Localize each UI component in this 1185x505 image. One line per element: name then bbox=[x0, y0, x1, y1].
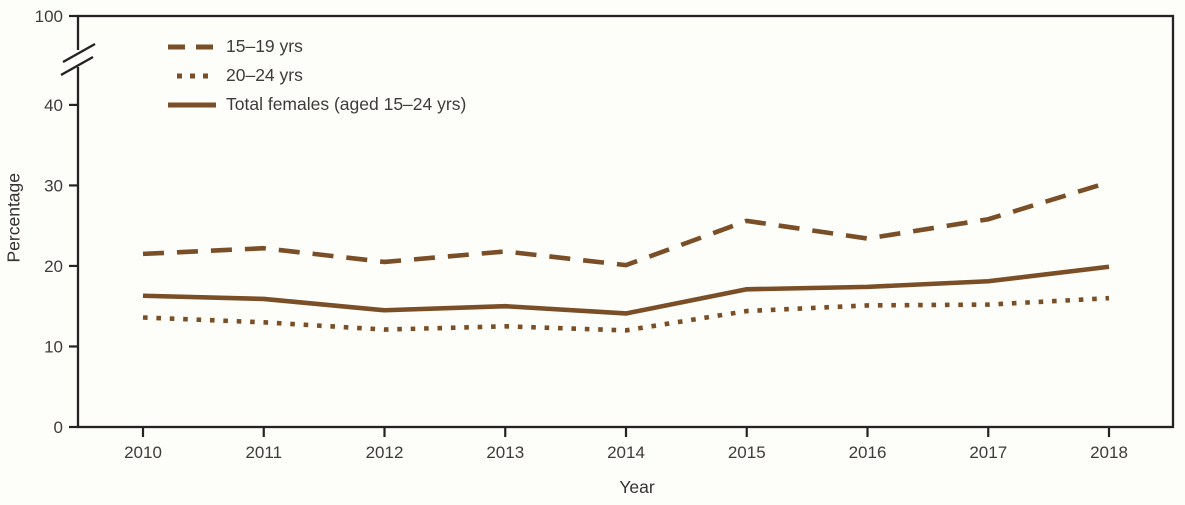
y-tick-label: 20 bbox=[44, 257, 63, 276]
series-line-dotted bbox=[142, 295, 1110, 333]
x-tick-label: 2016 bbox=[849, 443, 887, 462]
legend-label: Total females (aged 15–24 yrs) bbox=[226, 94, 467, 114]
y-tick-label: 40 bbox=[44, 96, 63, 115]
x-tick-label: 2014 bbox=[607, 443, 645, 462]
x-tick-label: 2010 bbox=[124, 443, 162, 462]
series-line-dashed bbox=[142, 180, 1110, 268]
x-tick-label: 2017 bbox=[969, 443, 1007, 462]
y-tick-label: 0 bbox=[54, 418, 63, 437]
legend-key-dashed-icon bbox=[168, 44, 216, 49]
y-axis-title: Percentage bbox=[3, 172, 24, 263]
legend-key-solid-icon bbox=[168, 102, 216, 107]
legend-item: 15–19 yrs bbox=[167, 32, 466, 61]
y-tick-label: 30 bbox=[44, 176, 63, 195]
x-tick-label: 2013 bbox=[486, 443, 524, 462]
y-tick-label-top: 100 bbox=[35, 7, 63, 26]
legend-label: 15–19 yrs bbox=[226, 36, 303, 56]
axis-break-slash bbox=[60, 55, 94, 77]
x-tick-label: 2011 bbox=[245, 443, 282, 462]
legend-item: 20–24 yrs bbox=[167, 61, 466, 90]
x-tick-label: 2018 bbox=[1090, 443, 1128, 462]
series-line-solid bbox=[142, 264, 1110, 316]
legend-key-dotted-icon bbox=[177, 73, 215, 78]
y-tick-label: 10 bbox=[44, 337, 63, 356]
x-tick-label: 2015 bbox=[728, 443, 766, 462]
axis-break-slash bbox=[62, 42, 96, 64]
axis-break-gap bbox=[73, 50, 83, 67]
legend: 15–19 yrs 20–24 yrs Total females (aged 15… bbox=[167, 32, 466, 119]
legend-label: 20–24 yrs bbox=[226, 65, 303, 85]
legend-item: Total females (aged 15–24 yrs) bbox=[167, 90, 466, 119]
x-axis-title: Year bbox=[619, 477, 655, 497]
x-tick-label: 2012 bbox=[366, 443, 404, 462]
